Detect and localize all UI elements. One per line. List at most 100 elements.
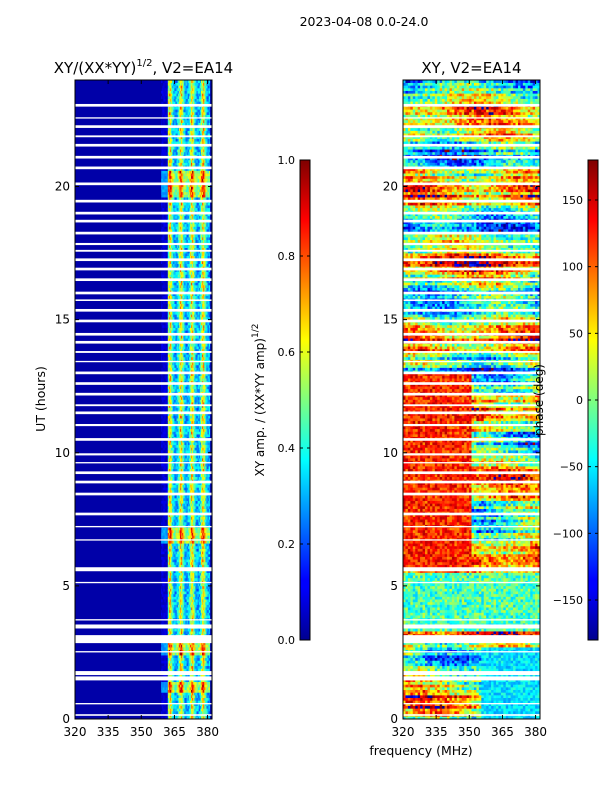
amplitude-cell bbox=[196, 458, 198, 462]
amplitude-cell bbox=[176, 711, 179, 714]
amplitude-cell bbox=[164, 692, 166, 696]
amplitude-cell bbox=[188, 687, 191, 691]
amplitude-cell bbox=[199, 703, 202, 706]
amplitude-cell bbox=[189, 583, 192, 587]
amplitude-cell bbox=[206, 689, 208, 693]
amplitude-cell bbox=[168, 647, 171, 651]
amplitude-cell bbox=[185, 548, 187, 552]
amplitude-cell bbox=[173, 521, 175, 525]
amplitude-cell bbox=[197, 487, 200, 491]
amplitude-cell bbox=[197, 577, 200, 581]
amplitude-cell bbox=[170, 543, 172, 547]
amplitude-cell bbox=[205, 420, 207, 424]
amplitude-cell bbox=[171, 591, 173, 595]
amplitude-cell bbox=[170, 513, 172, 517]
amplitude-cell bbox=[198, 692, 201, 696]
amplitude-cell bbox=[173, 564, 175, 568]
amplitude-cell bbox=[183, 628, 185, 632]
amplitude-cell bbox=[179, 697, 182, 701]
amplitude-cell bbox=[165, 577, 168, 581]
amplitude-cell bbox=[161, 668, 163, 672]
amplitude-cell bbox=[197, 474, 200, 478]
amplitude-cell bbox=[184, 585, 186, 589]
amplitude-cell bbox=[208, 484, 211, 488]
amplitude-cell bbox=[198, 585, 201, 589]
amplitude-cell bbox=[203, 711, 205, 714]
amplitude-cell bbox=[191, 535, 193, 539]
amplitude-cell bbox=[206, 508, 208, 512]
amplitude-cell bbox=[206, 609, 208, 613]
amplitude-cell bbox=[172, 583, 174, 587]
amplitude-cell bbox=[177, 420, 180, 424]
amplitude-cell bbox=[208, 426, 211, 430]
amplitude-cell bbox=[183, 687, 185, 691]
amplitude-cell bbox=[202, 442, 204, 446]
amplitude-cell bbox=[168, 450, 171, 454]
amplitude-cell bbox=[162, 503, 164, 507]
amplitude-cell bbox=[205, 569, 207, 573]
amplitude-cell bbox=[185, 668, 187, 672]
amplitude-cell bbox=[168, 545, 171, 549]
amplitude-cell bbox=[167, 490, 170, 493]
amplitude-cell bbox=[181, 553, 183, 557]
amplitude-cell bbox=[171, 553, 173, 557]
amplitude-cell bbox=[179, 450, 182, 454]
amplitude-cell bbox=[207, 450, 209, 454]
amplitude-cell bbox=[194, 681, 196, 685]
amplitude-cell bbox=[179, 532, 182, 536]
amplitude-cell bbox=[184, 609, 186, 613]
amplitude-cell bbox=[197, 583, 200, 587]
amplitude-cell bbox=[161, 628, 163, 632]
amplitude-cell bbox=[167, 545, 170, 549]
amplitude-cell bbox=[196, 495, 198, 499]
amplitude-cell bbox=[189, 569, 192, 573]
amplitude-cell bbox=[161, 513, 163, 517]
amplitude-cell bbox=[164, 657, 166, 661]
amplitude-cell bbox=[202, 601, 204, 605]
amplitude-cell bbox=[196, 681, 198, 685]
amplitude-cell bbox=[188, 444, 191, 448]
amplitude-cell bbox=[189, 711, 192, 714]
amplitude-cell bbox=[175, 516, 177, 520]
amplitude-cell bbox=[176, 529, 179, 533]
amplitude-cell bbox=[185, 593, 187, 597]
amplitude-cell bbox=[167, 535, 170, 539]
amplitude-cell bbox=[166, 673, 169, 677]
amplitude-cell bbox=[162, 564, 164, 568]
amplitude-cell bbox=[164, 521, 166, 525]
amplitude-cell bbox=[184, 484, 186, 488]
amplitude-cell bbox=[208, 535, 211, 539]
amplitude-cell bbox=[179, 474, 182, 478]
amplitude-cell bbox=[178, 434, 181, 438]
amplitude-cell bbox=[161, 551, 163, 555]
amplitude-cell bbox=[177, 442, 180, 446]
amplitude-cell bbox=[182, 689, 184, 693]
amplitude-cell bbox=[164, 564, 166, 568]
amplitude-cell bbox=[192, 641, 194, 645]
amplitude-cell bbox=[185, 543, 187, 547]
amplitude-cell bbox=[179, 513, 182, 517]
amplitude-cell bbox=[165, 463, 168, 467]
amplitude-cell bbox=[202, 692, 204, 696]
amplitude-cell bbox=[164, 442, 166, 446]
amplitude-cell bbox=[173, 612, 175, 616]
amplitude-cell bbox=[181, 679, 183, 683]
amplitude-cell bbox=[199, 684, 202, 688]
amplitude-cell bbox=[193, 487, 195, 491]
amplitude-cell bbox=[197, 420, 200, 424]
amplitude-cell bbox=[162, 415, 164, 419]
amplitude-cell bbox=[205, 428, 207, 432]
amplitude-cell bbox=[174, 540, 176, 544]
amplitude-cell bbox=[161, 545, 163, 549]
amplitude-cell bbox=[183, 444, 185, 448]
amplitude-cell bbox=[170, 463, 172, 467]
amplitude-cell bbox=[175, 665, 177, 669]
amplitude-cell bbox=[173, 695, 175, 698]
amplitude-cell bbox=[176, 609, 179, 613]
amplitude-cell bbox=[193, 503, 195, 507]
amplitude-cell bbox=[203, 450, 205, 454]
amplitude-cell bbox=[198, 553, 201, 557]
amplitude-cell bbox=[193, 583, 195, 587]
amplitude-cell bbox=[188, 490, 191, 493]
amplitude-cell bbox=[170, 468, 172, 472]
